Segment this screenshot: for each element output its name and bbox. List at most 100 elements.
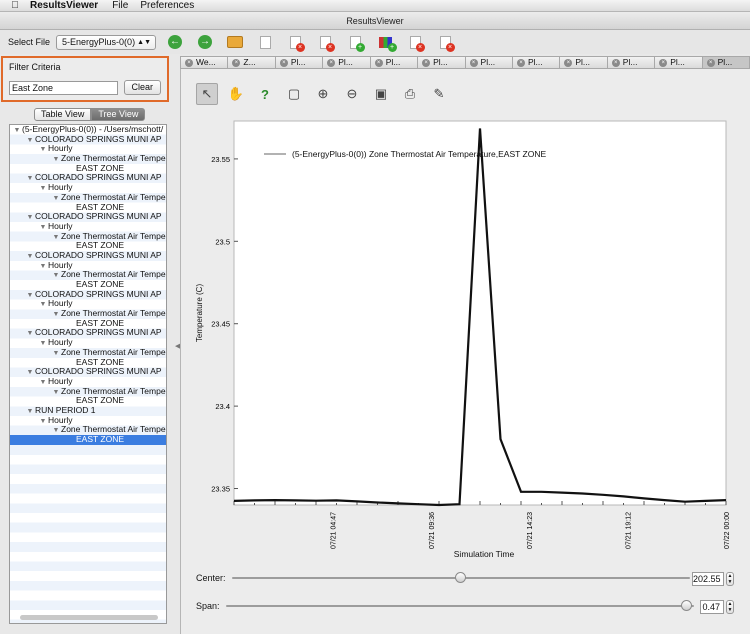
file-select[interactable]: 5-EnergyPlus-0(0) ▲▼ (56, 34, 157, 50)
tab-close-icon[interactable]: × (564, 59, 573, 67)
plot-tab[interactable]: × Pl... (702, 56, 750, 69)
disclosure-triangle-icon[interactable]: ▼ (52, 194, 60, 202)
tab-close-icon[interactable]: × (706, 59, 715, 67)
tree-row[interactable]: ▼ RUN PERIOD 1 (10, 405, 166, 416)
clear-button[interactable]: Clear (123, 80, 161, 95)
disclosure-triangle-icon[interactable]: ▼ (39, 223, 47, 231)
tab-close-icon[interactable]: × (469, 59, 478, 67)
save-image-button[interactable]: ▣ (370, 83, 392, 105)
span-value-field[interactable]: 0.47 (700, 600, 724, 614)
back-button[interactable]: ← (164, 32, 186, 52)
tree-row[interactable]: ▼ Zone Thermostat Air Tempe (10, 269, 166, 280)
tree-row[interactable]: ▼ Hourly (10, 260, 166, 271)
remove-all-button[interactable]: × (314, 32, 336, 52)
stepper-down-icon[interactable]: ▼ (727, 579, 733, 585)
annotate-pencil-button[interactable]: ✎ (428, 83, 450, 105)
table-view-button[interactable]: Table View (34, 108, 92, 121)
tree-row[interactable]: ▼ Zone Thermostat Air Tempe (10, 386, 166, 397)
tree-row[interactable]: EAST ZONE (10, 318, 166, 329)
stepper-up-icon[interactable]: ▲ (727, 601, 733, 607)
forward-button[interactable]: → (194, 32, 216, 52)
help-query-button[interactable]: ? (254, 83, 276, 105)
menu-file[interactable]: File (112, 0, 129, 11)
filter-input[interactable]: East Zone (9, 80, 118, 95)
tree-row[interactable]: ▼ Zone Thermostat Air Tempe (10, 153, 166, 164)
plot-tab[interactable]: × Pl... (275, 56, 324, 69)
tree-row[interactable]: ▼ Zone Thermostat Air Tempe (10, 308, 166, 319)
disclosure-triangle-icon[interactable]: ▼ (52, 427, 60, 435)
center-stepper[interactable]: ▲ ▼ (726, 572, 734, 586)
disclosure-triangle-icon[interactable]: ▼ (39, 185, 47, 193)
disclosure-triangle-icon[interactable]: ▼ (39, 146, 47, 154)
tab-close-icon[interactable]: × (659, 59, 668, 67)
tree-view-button[interactable]: Tree View (91, 108, 146, 121)
tree-row[interactable]: EAST ZONE (10, 279, 166, 290)
disclosure-triangle-icon[interactable]: ▼ (52, 388, 60, 396)
tree-row[interactable]: ▼ Zone Thermostat Air Tempe (10, 231, 166, 242)
stepper-down-icon[interactable]: ▼ (727, 607, 733, 613)
disclosure-triangle-icon[interactable]: ▼ (39, 378, 47, 386)
tree-row[interactable]: ▼ COLORADO SPRINGS MUNI AP (10, 328, 166, 338)
tree-row[interactable]: EAST ZONE (10, 434, 166, 445)
tree-row[interactable]: ▼ Hourly (10, 144, 166, 154)
tree-row[interactable]: ▼ Zone Thermostat Air Tempe (10, 192, 166, 203)
tab-close-icon[interactable]: × (185, 59, 193, 67)
horizontal-scrollbar[interactable] (20, 615, 158, 620)
tree-row[interactable]: ▼ Zone Thermostat Air Tempe (10, 424, 166, 435)
disclosure-triangle-icon[interactable]: ▼ (39, 417, 47, 425)
tree-row[interactable]: ▼ (5-EnergyPlus-0(0)) - /Users/mschott/ (10, 125, 166, 135)
line-chart[interactable]: 23.55 23.5 23.45 23.4 23.35 07/21 04:47 07/21… (196, 113, 742, 568)
tree-row[interactable]: ▼ Hourly (10, 415, 166, 426)
pan-hand-button[interactable]: ✋ (225, 83, 247, 105)
tree-row[interactable]: ▼ COLORADO SPRINGS MUNI AP (10, 211, 166, 222)
apple-icon[interactable]:  (0, 0, 30, 11)
tab-close-icon[interactable]: × (374, 59, 383, 67)
splitter-handle-icon[interactable]: ◀ (175, 343, 181, 350)
plot-tab[interactable]: × Pl... (560, 56, 608, 69)
span-slider-knob[interactable] (680, 600, 692, 611)
disclosure-triangle-icon[interactable]: ▼ (26, 252, 34, 260)
center-slider[interactable] (231, 572, 690, 583)
plot-tab[interactable]: × Z... (228, 56, 276, 69)
tree-row[interactable]: ▼ COLORADO SPRINGS MUNI AP (10, 134, 166, 145)
tab-close-icon[interactable]: × (232, 59, 241, 67)
tree-row[interactable]: ▼ Hourly (10, 337, 166, 348)
tab-close-icon[interactable]: × (279, 59, 288, 67)
tree-row[interactable]: ▼ COLORADO SPRINGS MUNI AP (10, 173, 166, 183)
print-button[interactable]: ⎙ (399, 83, 421, 105)
tree-row[interactable]: ▼ COLORADO SPRINGS MUNI AP (10, 289, 166, 300)
tree-row[interactable]: EAST ZONE (10, 357, 166, 368)
plot-tab[interactable]: × We... (180, 56, 229, 69)
results-tree[interactable]: ▼ (5-EnergyPlus-0(0)) - /Users/mschott/▼ C… (9, 124, 167, 624)
new-plot-button[interactable] (254, 32, 276, 52)
disclosure-triangle-icon[interactable]: ▼ (13, 127, 21, 134)
tree-row[interactable]: ▼ COLORADO SPRINGS MUNI AP (10, 366, 166, 377)
plot-tab[interactable]: × Pl... (607, 56, 656, 69)
disclosure-triangle-icon[interactable]: ▼ (26, 291, 34, 299)
disclosure-triangle-icon[interactable]: ▼ (26, 330, 34, 338)
disclosure-triangle-icon[interactable]: ▼ (52, 233, 60, 241)
open-file-button[interactable] (224, 32, 246, 52)
delete-all-button[interactable]: × (434, 32, 456, 52)
span-slider[interactable] (225, 600, 694, 611)
plot-tab[interactable]: × Pl... (370, 56, 419, 69)
plot-tab[interactable]: × Pl... (512, 56, 561, 69)
disclosure-triangle-icon[interactable]: ▼ (39, 262, 47, 270)
disclosure-triangle-icon[interactable]: ▼ (26, 407, 34, 415)
tab-close-icon[interactable]: × (422, 59, 431, 67)
disclosure-triangle-icon[interactable]: ▼ (26, 136, 34, 144)
add-plot-button[interactable]: + (344, 32, 366, 52)
tree-row[interactable]: ▼ Hourly (10, 376, 166, 387)
disclosure-triangle-icon[interactable]: ▼ (39, 301, 47, 309)
tree-row[interactable]: EAST ZONE (10, 240, 166, 251)
center-value-field[interactable]: 202.55 (692, 572, 724, 586)
disclosure-triangle-icon[interactable]: ▼ (52, 156, 60, 164)
disclosure-triangle-icon[interactable]: ▼ (52, 349, 60, 357)
tab-close-icon[interactable]: × (327, 59, 336, 67)
disclosure-triangle-icon[interactable]: ▼ (52, 272, 60, 280)
tab-close-icon[interactable]: × (516, 59, 525, 67)
tree-row[interactable]: ▼ Hourly (10, 299, 166, 309)
menu-app-name[interactable]: ResultsViewer (30, 0, 99, 11)
tree-row[interactable]: EAST ZONE (10, 163, 166, 174)
tree-row[interactable]: EAST ZONE (10, 202, 166, 213)
